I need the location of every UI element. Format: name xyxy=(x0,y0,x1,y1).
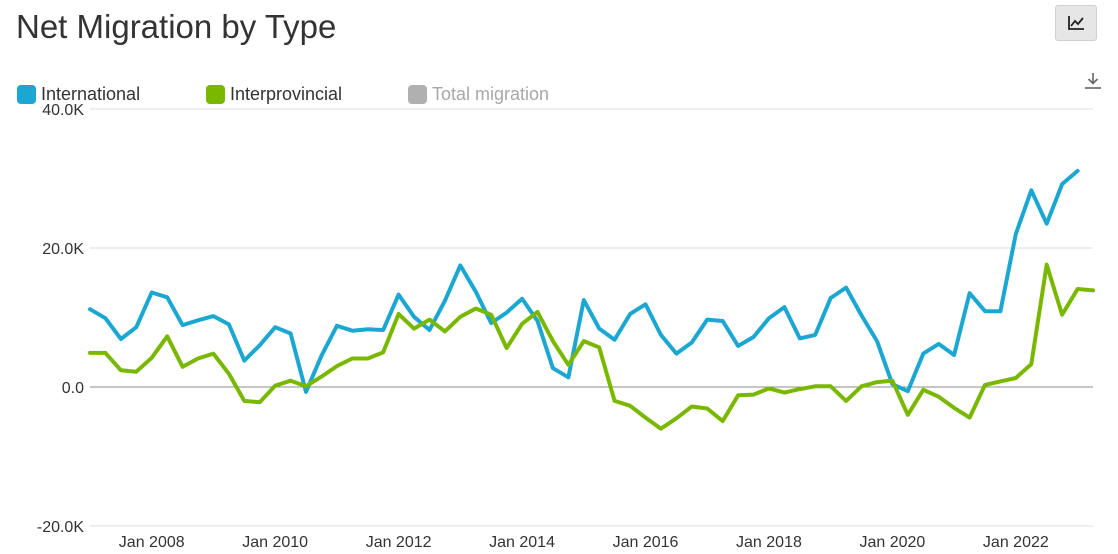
x-tick-label: Jan 2016 xyxy=(613,534,679,551)
x-tick-label: Jan 2020 xyxy=(859,534,925,551)
x-tick-label: Jan 2022 xyxy=(983,534,1049,551)
series-line-international xyxy=(88,168,1080,394)
legend-label-total-migration: Total migration xyxy=(432,84,550,104)
legend-swatch-interprovincial xyxy=(206,84,225,104)
y-tick-label: 0.0 xyxy=(62,380,84,397)
chart-title: Net Migration by Type xyxy=(16,8,337,45)
legend-swatch-total-migration xyxy=(408,84,427,104)
legend-item-international[interactable]: International xyxy=(17,83,140,105)
legend-label-interprovincial: Interprovincial xyxy=(230,84,343,104)
download-icon xyxy=(1085,73,1101,89)
x-tick-label: Jan 2012 xyxy=(366,534,432,551)
legend-item-total-migration[interactable]: Total migration xyxy=(408,83,549,105)
legend-label-international: International xyxy=(41,84,141,104)
x-tick-label: Jan 2014 xyxy=(489,534,555,551)
chart-type-button[interactable] xyxy=(1055,5,1097,41)
x-tick-label: Jan 2008 xyxy=(119,534,185,551)
x-tick-label: Jan 2018 xyxy=(736,534,802,551)
series-line-interprovincial xyxy=(88,262,1095,431)
legend-swatch-international xyxy=(17,84,36,104)
y-tick-label: 40.0K xyxy=(42,102,84,119)
y-tick-label: -20.0K xyxy=(37,519,84,536)
x-tick-label: Jan 2010 xyxy=(242,534,308,551)
y-tick-label: 20.0K xyxy=(42,241,84,258)
line-chart-icon xyxy=(1068,16,1084,30)
legend-item-interprovincial[interactable]: Interprovincial xyxy=(206,83,342,105)
download-button[interactable] xyxy=(1080,70,1106,92)
